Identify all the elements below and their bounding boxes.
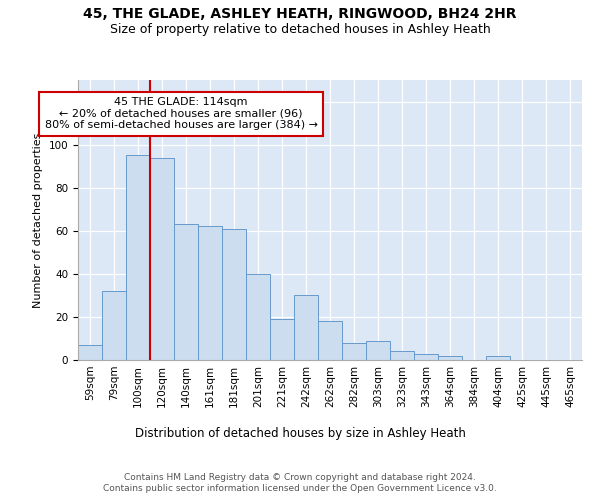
Bar <box>126 156 150 360</box>
Bar <box>414 354 438 360</box>
Text: 45, THE GLADE, ASHLEY HEATH, RINGWOOD, BH24 2HR: 45, THE GLADE, ASHLEY HEATH, RINGWOOD, B… <box>83 8 517 22</box>
Bar <box>150 158 174 360</box>
Bar <box>366 340 390 360</box>
Bar <box>78 345 102 360</box>
Text: 45 THE GLADE: 114sqm
← 20% of detached houses are smaller (96)
80% of semi-detac: 45 THE GLADE: 114sqm ← 20% of detached h… <box>44 97 318 130</box>
Bar <box>486 356 510 360</box>
Text: Size of property relative to detached houses in Ashley Heath: Size of property relative to detached ho… <box>110 24 490 36</box>
Bar <box>318 321 342 360</box>
Bar <box>342 343 366 360</box>
Bar <box>102 291 126 360</box>
Bar <box>246 274 270 360</box>
Bar <box>198 226 222 360</box>
Y-axis label: Number of detached properties: Number of detached properties <box>33 132 43 308</box>
Bar <box>174 224 198 360</box>
Text: Contains public sector information licensed under the Open Government Licence v3: Contains public sector information licen… <box>103 484 497 493</box>
Text: Contains HM Land Registry data © Crown copyright and database right 2024.: Contains HM Land Registry data © Crown c… <box>124 472 476 482</box>
Bar <box>222 228 246 360</box>
Bar <box>270 319 294 360</box>
Bar <box>438 356 462 360</box>
Bar <box>294 296 318 360</box>
Text: Distribution of detached houses by size in Ashley Heath: Distribution of detached houses by size … <box>134 428 466 440</box>
Bar <box>390 352 414 360</box>
